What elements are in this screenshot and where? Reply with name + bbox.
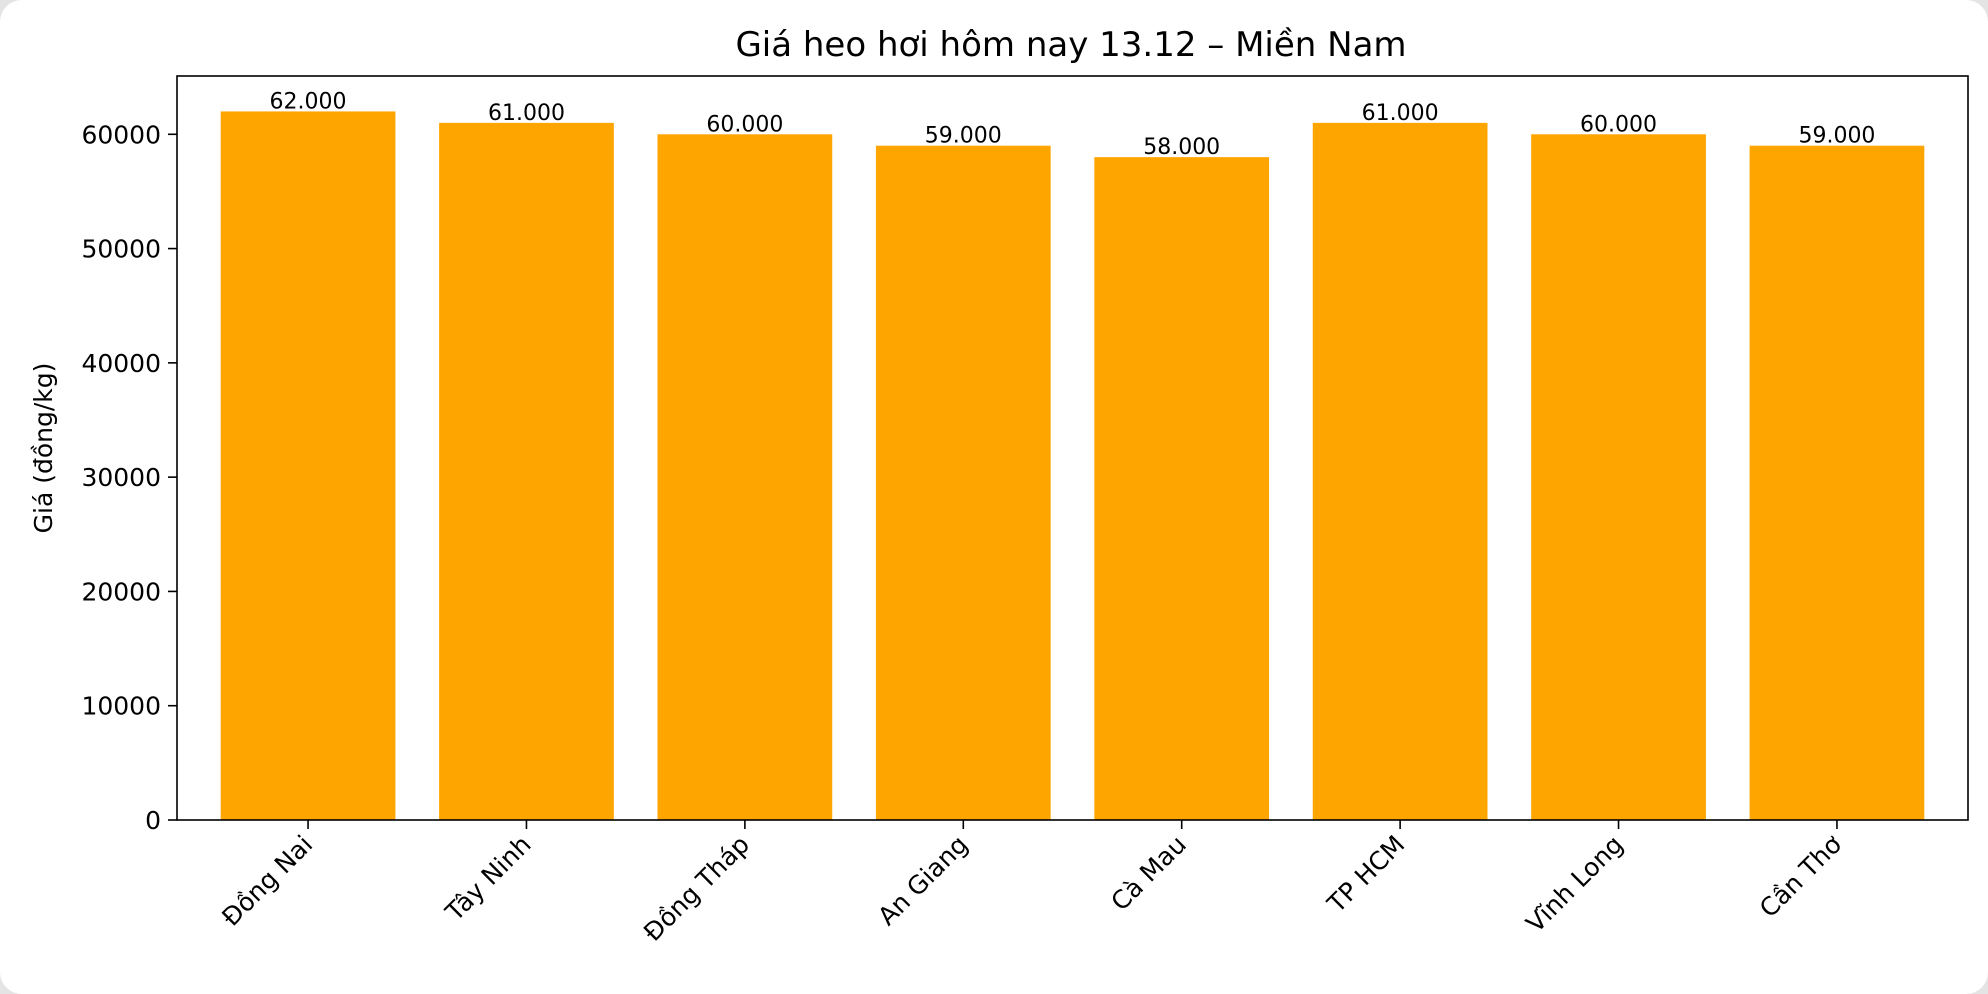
bars-layer [220, 111, 1925, 821]
y-tick-label: 30000 [81, 463, 161, 492]
bar [439, 122, 614, 821]
y-tick-label: 50000 [81, 235, 161, 264]
bar-value-label: 62.000 [270, 89, 347, 114]
bar [1749, 145, 1925, 820]
bar [1312, 122, 1488, 821]
chart-title: Giá heo hơi hôm nay 13.12 – Miền Nam [735, 25, 1406, 65]
y-axis-label: Giá (đồng/kg) [29, 363, 58, 534]
bar [1531, 134, 1706, 821]
y-tick-label: 60000 [81, 120, 161, 149]
y-tick-label: 20000 [81, 577, 161, 606]
x-tick-label: Vĩnh Long [1520, 830, 1628, 938]
x-tick-label: An Giang [872, 830, 973, 931]
y-tick-label: 40000 [81, 349, 161, 378]
bar-value-label: 61.000 [488, 101, 565, 126]
x-tick-label: Tây Ninh [439, 830, 536, 927]
y-axis-ticks: 0 10000 20000 30000 40000 50000 60000 [81, 120, 177, 835]
bar [220, 111, 396, 820]
data-labels-layer: 62.000 61.000 60.000 59.000 58.000 61.000 60.0… [270, 89, 1876, 160]
bar [875, 145, 1051, 820]
bar-value-label: 60.000 [706, 112, 783, 137]
x-tick-label: Cà Mau [1105, 830, 1192, 917]
bar-value-label: 58.000 [1143, 135, 1220, 160]
x-tick-label: TP HCM [1321, 830, 1410, 919]
y-tick-label: 0 [145, 806, 161, 835]
y-tick-label: 10000 [81, 692, 161, 721]
x-tick-label: Đồng Tháp [638, 830, 755, 947]
bar [657, 134, 833, 821]
plot-frame [176, 75, 1969, 821]
bar-value-label: 61.000 [1362, 101, 1439, 126]
bar-value-label: 60.000 [1580, 112, 1657, 137]
bar-value-label: 59.000 [1798, 124, 1875, 149]
x-tick-label: Đồng Nai [216, 830, 318, 932]
x-axis-ticks: Đồng Nai Tây Ninh Đồng Tháp An Giang Cà Mau T… [216, 820, 1848, 947]
bar [1094, 157, 1270, 821]
bar-value-label: 59.000 [925, 124, 1002, 149]
x-tick-label: Cần Thơ [1754, 829, 1848, 923]
